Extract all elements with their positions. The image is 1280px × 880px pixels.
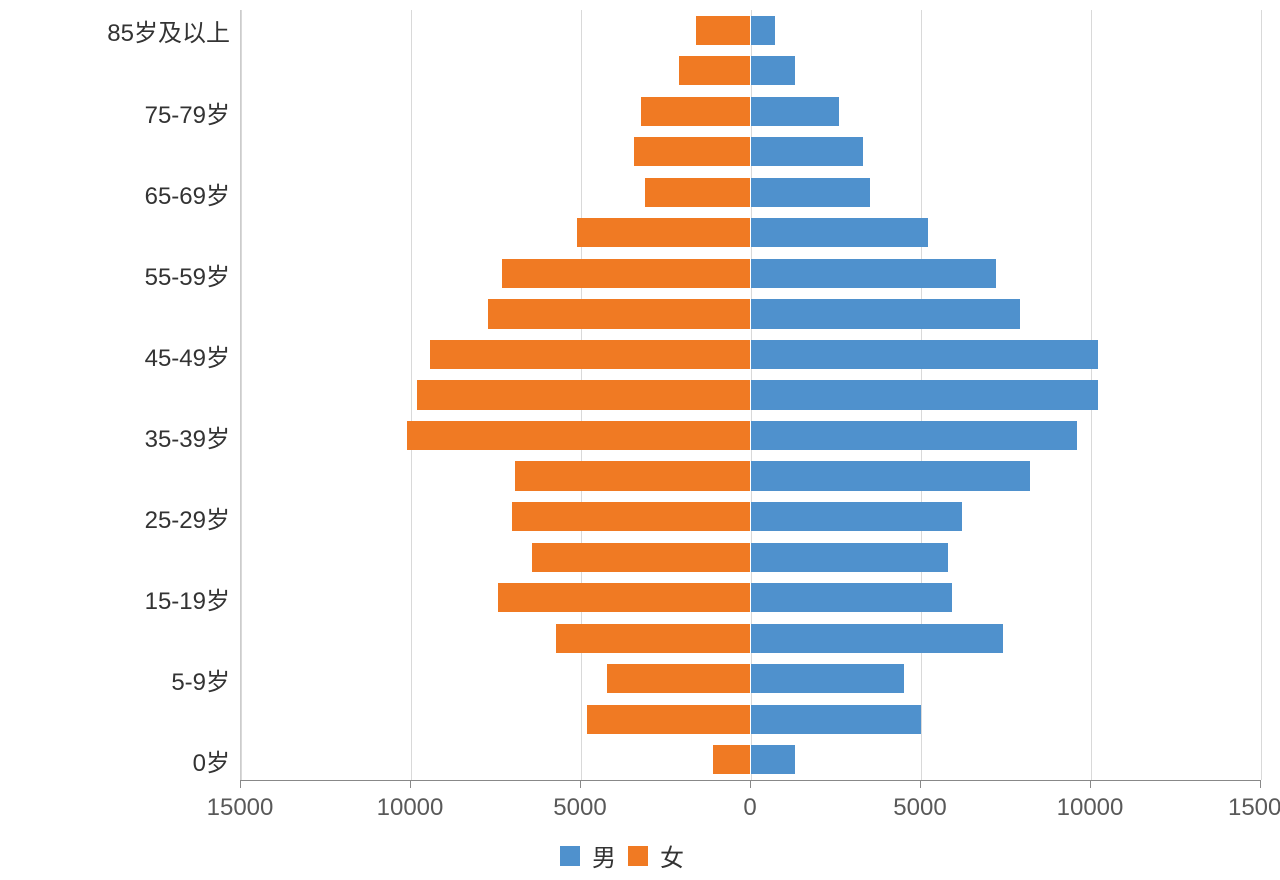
bar-female	[696, 16, 750, 45]
bar-female	[430, 340, 750, 369]
bar-male	[751, 16, 775, 45]
bar-female	[607, 664, 750, 693]
bar-female	[556, 624, 750, 653]
bar-female	[641, 97, 750, 126]
bar-male	[751, 97, 839, 126]
x-axis-label: 0	[743, 794, 756, 822]
bar-female	[407, 421, 750, 450]
bar-male	[751, 380, 1098, 409]
x-axis-tick	[240, 780, 241, 788]
bar-male	[751, 178, 870, 207]
y-axis-label: 35-39岁	[145, 419, 230, 454]
bar-male	[751, 299, 1020, 328]
y-axis-label: 55-59岁	[145, 257, 230, 292]
legend: 男女	[560, 838, 684, 873]
gridline	[411, 10, 412, 780]
bar-female	[512, 502, 750, 531]
y-axis-label: 15-19岁	[145, 581, 230, 616]
plot-area	[240, 10, 1260, 780]
x-axis-tick	[1260, 780, 1261, 788]
population-pyramid-chart: 85岁及以上 75-79岁 65-69岁 55-59岁 45-49岁 35-39岁 25-2…	[0, 0, 1280, 880]
bar-male	[751, 583, 952, 612]
bar-male	[751, 340, 1098, 369]
x-axis-label: 5000	[553, 794, 606, 822]
bar-female	[532, 543, 750, 572]
bar-female	[679, 56, 750, 85]
bar-female	[645, 178, 750, 207]
bar-female	[634, 137, 750, 166]
gridline	[1261, 10, 1262, 780]
x-axis-line	[240, 780, 1260, 781]
bar-female	[577, 218, 750, 247]
x-axis-tick	[1090, 780, 1091, 788]
legend-label-female: 女	[660, 838, 684, 873]
x-axis-label: 5000	[893, 794, 946, 822]
x-axis-label: 15000	[207, 794, 274, 822]
bar-male	[751, 137, 863, 166]
bar-male	[751, 56, 795, 85]
y-axis-label: 85岁及以上	[107, 13, 230, 48]
bar-male	[751, 502, 962, 531]
bar-female	[515, 461, 750, 490]
legend-label-male: 男	[592, 838, 616, 873]
legend-swatch-male	[560, 846, 580, 866]
y-axis-label: 45-49岁	[145, 338, 230, 373]
x-axis-label: 10000	[1057, 794, 1124, 822]
bar-female	[488, 299, 750, 328]
y-axis-label: 25-29岁	[145, 500, 230, 535]
bar-male	[751, 745, 795, 774]
x-axis-label: 1500	[1228, 794, 1280, 822]
bar-female	[502, 259, 750, 288]
bar-male	[751, 624, 1003, 653]
bar-male	[751, 259, 996, 288]
bar-female	[587, 705, 750, 734]
bar-male	[751, 543, 948, 572]
bar-female	[498, 583, 750, 612]
y-axis-label: 5-9岁	[171, 662, 230, 697]
gridline	[241, 10, 242, 780]
legend-swatch-female	[628, 846, 648, 866]
y-axis-label: 75-79岁	[145, 95, 230, 130]
y-axis-label: 65-69岁	[145, 176, 230, 211]
x-axis-tick	[410, 780, 411, 788]
x-axis-tick	[750, 780, 751, 788]
bar-female	[713, 745, 750, 774]
y-axis-label: 0岁	[193, 743, 230, 778]
bar-female	[417, 380, 750, 409]
bar-male	[751, 664, 904, 693]
bar-male	[751, 421, 1077, 450]
bar-male	[751, 218, 928, 247]
x-axis-tick	[920, 780, 921, 788]
x-axis-label: 10000	[377, 794, 444, 822]
bar-male	[751, 705, 921, 734]
x-axis-tick	[580, 780, 581, 788]
bar-male	[751, 461, 1030, 490]
